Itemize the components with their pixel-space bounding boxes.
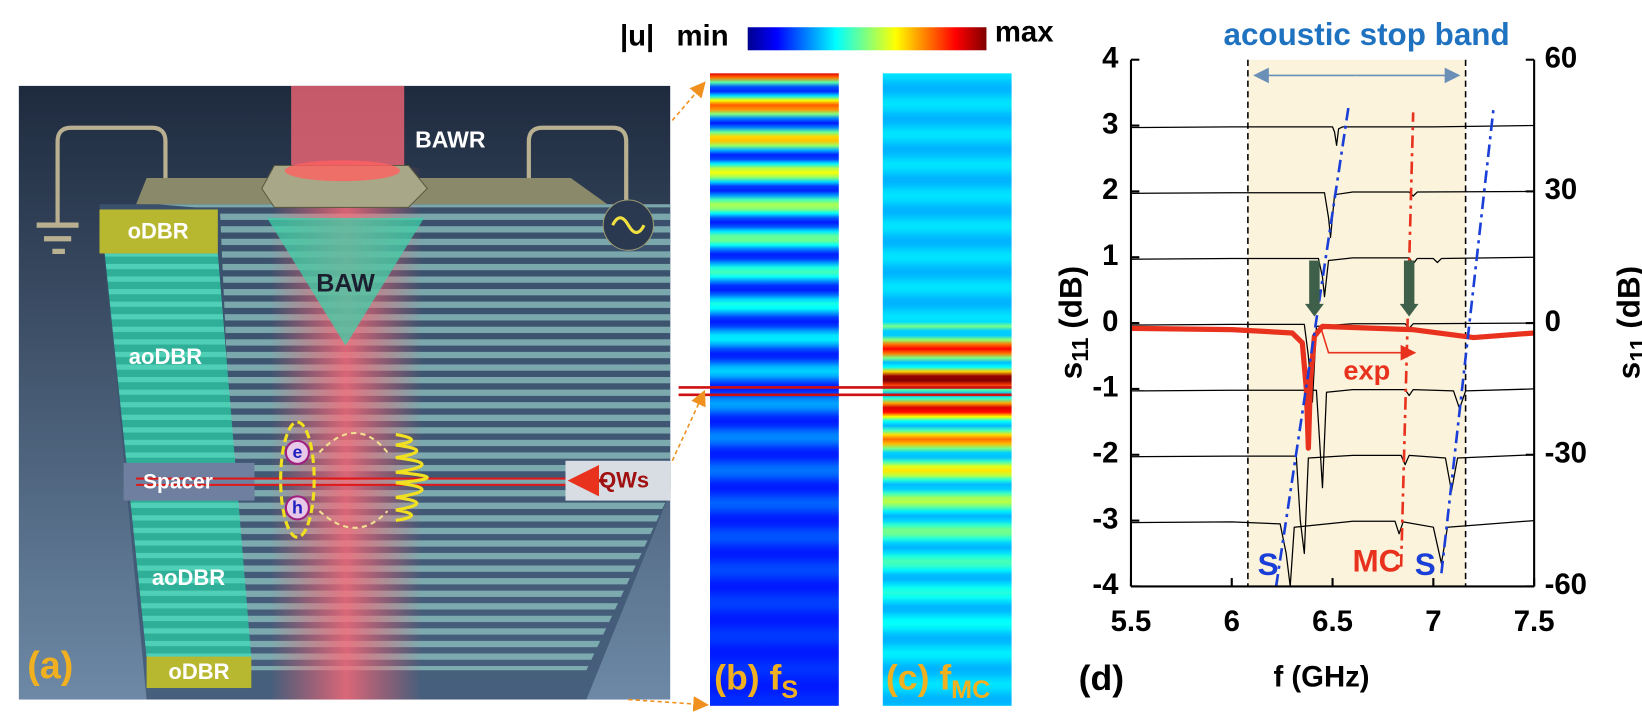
x-tick-label: 6.5 (1312, 605, 1353, 638)
y2-tick-label: -60 (1545, 568, 1587, 601)
panel-c-subscript: MC (951, 676, 990, 704)
odbr-top-box (99, 209, 218, 254)
panel-b-label: (b) fS (714, 658, 798, 704)
x-tick-label: 6 (1224, 605, 1240, 638)
dip-arrow (1403, 260, 1415, 307)
colorbar-max: max (995, 15, 1054, 48)
x-tick-label: 7.5 (1514, 605, 1555, 638)
y2-tick-label: -30 (1545, 437, 1587, 470)
spacer-box (123, 462, 255, 501)
baw-label: BAW (316, 269, 375, 297)
ac-symbol (611, 216, 646, 235)
dip-arrow (1309, 260, 1320, 307)
panel-a-label: (a) (27, 644, 73, 686)
wire-left (55, 125, 168, 226)
bawr-label: BAWR (415, 126, 486, 152)
dip-arrow-head (1304, 303, 1324, 317)
aodbr-top-label: aoDBR (129, 344, 202, 369)
x-tick-label: 7 (1425, 605, 1441, 638)
laser-beam-top (291, 85, 405, 170)
y-tick-label: 1 (1102, 239, 1118, 272)
panel-d-label: (d) (1079, 658, 1124, 698)
aodbr-bottom-label: aoDBR (152, 565, 225, 590)
baw-arrow (267, 217, 425, 346)
exp-arrow (1319, 326, 1417, 361)
odbr-top-label: oDBR (128, 218, 189, 243)
y2-tick-label: 0 (1545, 305, 1561, 338)
zoom-line (671, 81, 706, 121)
y-label-subscript: 11 (1067, 337, 1093, 362)
y-tick-label: -3 (1092, 502, 1118, 535)
series-line (1399, 112, 1415, 567)
y2-tick-label: 60 (1545, 41, 1578, 74)
field-map-b (709, 73, 839, 706)
y2-label-subscript: 11 (1625, 337, 1642, 362)
colorbar-min: min (676, 19, 728, 52)
panel-b-subscript: S (781, 676, 798, 704)
panel-d: acoustic stop band f (GHz) (d) s11 (dB) … (1054, 17, 1642, 698)
y-tick-label: 0 (1102, 305, 1118, 338)
annotation: S (1415, 547, 1436, 582)
series-line (1130, 124, 1535, 146)
wire-right (526, 125, 629, 205)
electron-circle (284, 439, 310, 465)
qws-label: QWs (599, 468, 649, 493)
exciton-ellipse (279, 420, 316, 539)
series-line (1274, 105, 1350, 587)
y2-label-s: s (1612, 362, 1642, 379)
y-tick-label: 2 (1102, 173, 1118, 206)
dip-arrow-head (1399, 303, 1419, 317)
aodbr-column (104, 253, 252, 658)
chart-title: acoustic stop band (1223, 17, 1509, 52)
colorbar-quantity: |u| (620, 19, 654, 52)
hole-label: h (292, 498, 303, 518)
hole-circle (284, 495, 310, 521)
annotation: exp (1343, 355, 1390, 386)
ground-symbol (36, 222, 79, 254)
zoom-line (628, 696, 709, 712)
resonator-spot (284, 160, 401, 182)
odbr-bottom-box (146, 656, 252, 689)
y-tick-label: -1 (1092, 371, 1118, 404)
zoom-line (671, 389, 706, 462)
series-line (1130, 519, 1535, 588)
y-tick-label: 4 (1102, 41, 1119, 74)
y-axis-label: s11 (dB) (1054, 266, 1093, 379)
annotation: S (1258, 547, 1279, 582)
field-map-c (882, 73, 1012, 706)
y-tick-label: -4 (1092, 568, 1119, 601)
annotation: MC (1352, 544, 1401, 579)
panel-c-label-text: (c) f (886, 658, 951, 698)
x-axis-label: f (GHz) (1274, 660, 1370, 693)
series-line (1130, 388, 1535, 489)
y-label-unit: (dB) (1054, 266, 1089, 338)
coupling-arrows (318, 431, 389, 529)
photon-wave (395, 433, 429, 523)
series-line (1130, 323, 1535, 451)
y-tick-label: 3 (1102, 107, 1118, 140)
panel-c-label: (c) fMC (886, 658, 990, 704)
colorbar (747, 27, 987, 51)
y-tick-label: -2 (1092, 437, 1118, 470)
y-label-s: s (1054, 362, 1089, 379)
panel-b-label-text: (b) f (714, 658, 781, 698)
electron-label: e (292, 442, 302, 462)
panels-bc: |u| min max (b) fS (c) fMC (620, 15, 1054, 712)
panel-a: BAWR oDBR BAW aoDBR Spacer QWs e h aoDBR… (18, 85, 671, 700)
x-tick-label: 5.5 (1111, 605, 1152, 638)
y2-axis-label: s11 (dB) (1612, 266, 1642, 379)
y2-tick-label: 30 (1545, 173, 1578, 206)
odbr-bottom-label: oDBR (168, 659, 229, 684)
spacer-label: Spacer (143, 470, 213, 493)
y2-label-unit: (dB) (1612, 266, 1642, 338)
